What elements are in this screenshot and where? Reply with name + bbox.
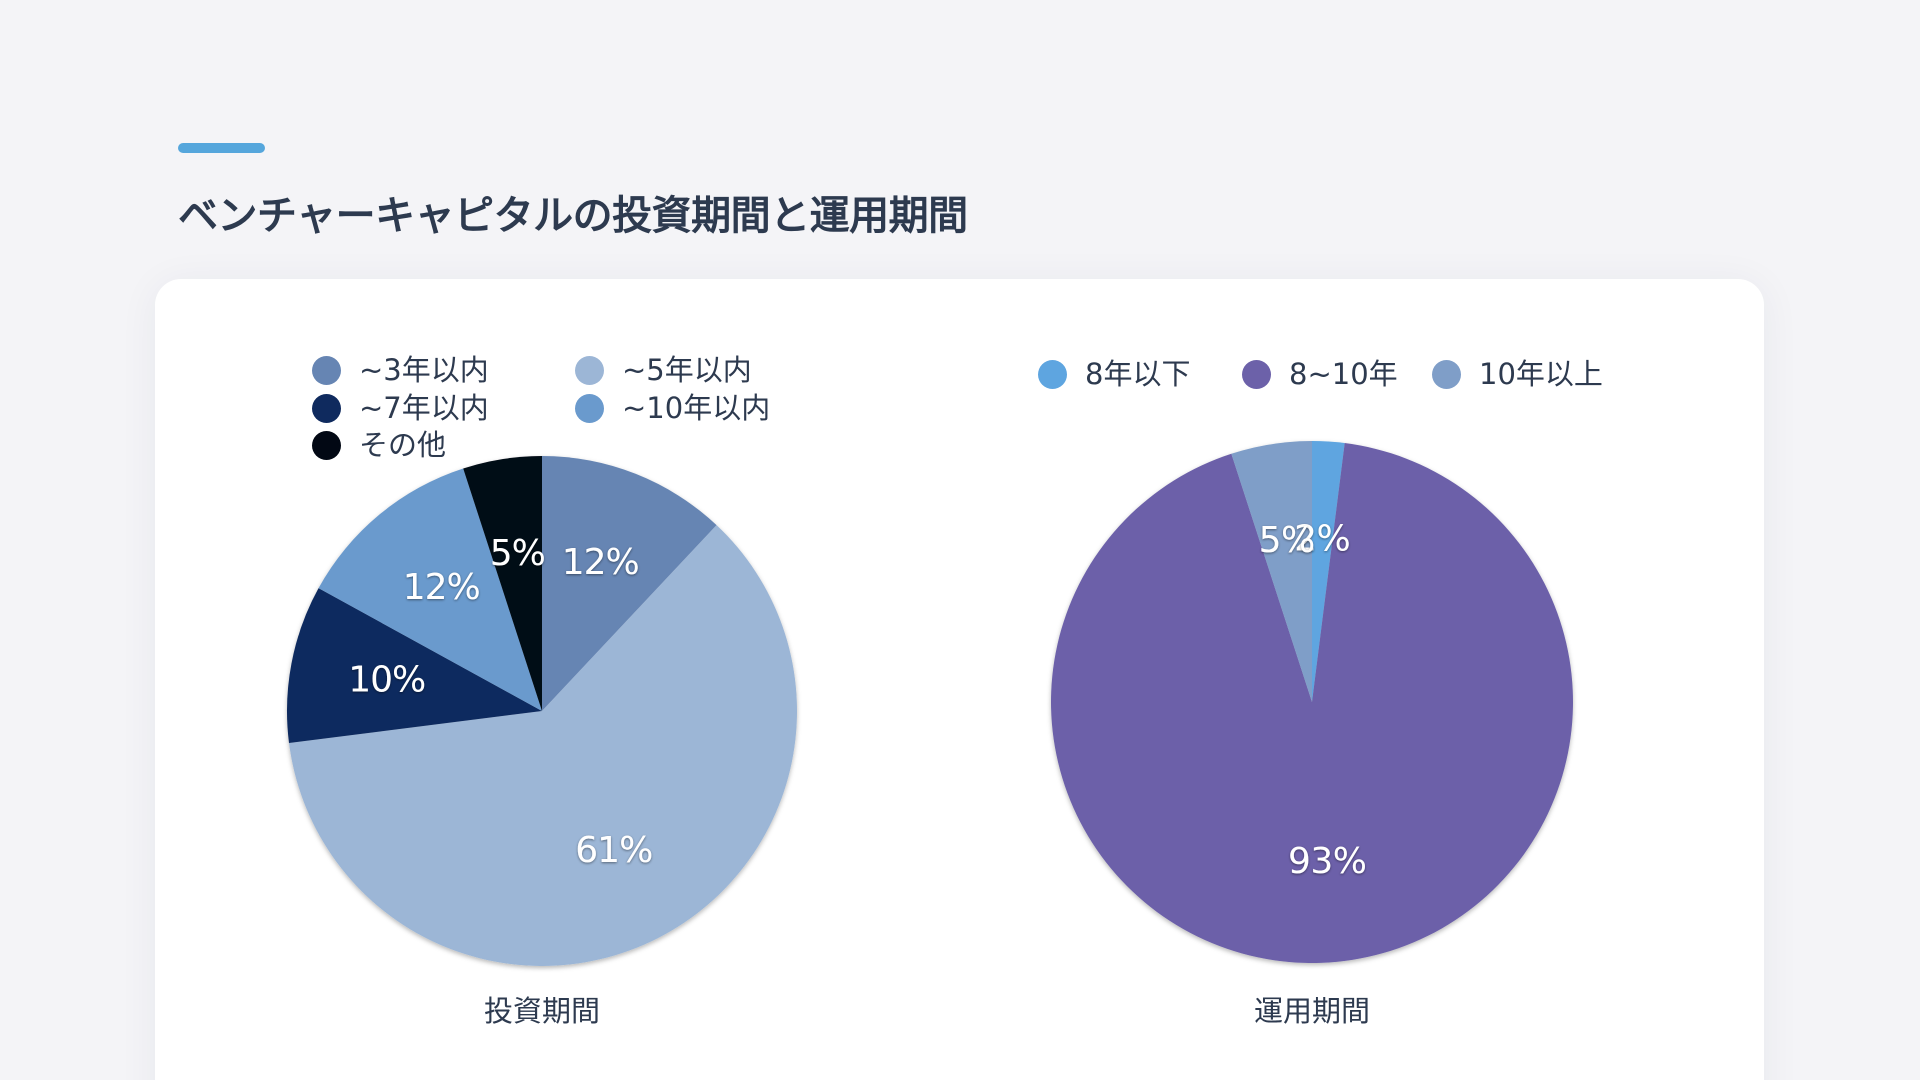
legend-item-5yr[interactable]: ~5年以内 bbox=[575, 352, 752, 389]
slice-value-label: 12% bbox=[562, 542, 639, 583]
page-title: ベンチャーキャピタルの投資期間と運用期間 bbox=[178, 193, 968, 239]
legend-label: ~7年以内 bbox=[359, 391, 489, 425]
legend-item-under-8yr[interactable]: 8年以下 bbox=[1038, 356, 1190, 393]
legend-label: ~5年以内 bbox=[622, 353, 752, 387]
slice-value-label: 5% bbox=[490, 533, 545, 574]
pie-slice[interactable] bbox=[318, 468, 542, 711]
slice-value-label: 93% bbox=[1288, 841, 1367, 882]
legend-label: その他 bbox=[359, 428, 447, 462]
investment-period-caption: 投資期間 bbox=[483, 994, 600, 1028]
pie-slice[interactable] bbox=[1312, 441, 1345, 702]
pie-slice[interactable] bbox=[1051, 443, 1573, 963]
legend-item-other[interactable]: その他 bbox=[312, 427, 446, 464]
legend-label: 8~10年 bbox=[1289, 357, 1398, 391]
legend-dot-icon bbox=[1038, 360, 1067, 389]
investment-period-pie: 12%61%10%12%5% bbox=[287, 456, 797, 966]
operation-period-pie: 2% 93% 5% bbox=[1051, 441, 1573, 963]
pie-slice[interactable] bbox=[463, 456, 542, 711]
slice-value-label: 2% bbox=[1294, 518, 1350, 559]
operation-period-chart: 8年以下 8~10年 10年以上 2% 93% 5% 運用期間 bbox=[955, 279, 1755, 1080]
legend-dot-icon bbox=[1432, 360, 1461, 389]
legend-dot-icon bbox=[1242, 360, 1271, 389]
legend-label: ~10年以内 bbox=[622, 391, 771, 425]
pie-slice[interactable] bbox=[287, 588, 542, 743]
legend-item-3yr[interactable]: ~3年以内 bbox=[312, 352, 489, 389]
pie-slice[interactable] bbox=[542, 456, 717, 711]
legend-label: 8年以下 bbox=[1085, 357, 1191, 391]
pie-slice[interactable] bbox=[289, 525, 797, 966]
slice-value-label: 10% bbox=[348, 659, 425, 700]
legend-label: 10年以上 bbox=[1479, 357, 1603, 391]
legend-dot-icon bbox=[575, 394, 604, 423]
legend-dot-icon bbox=[312, 356, 341, 385]
investment-period-chart: ~3年以内 ~5年以内 ~7年以内 ~10年以内 その他 bbox=[155, 279, 955, 1080]
legend-item-7yr[interactable]: ~7年以内 bbox=[312, 390, 489, 427]
slice-value-label: 12% bbox=[403, 567, 480, 608]
legend-label: ~3年以内 bbox=[359, 353, 489, 387]
slice-value-label: 5% bbox=[1259, 520, 1315, 561]
operation-period-caption: 運用期間 bbox=[1253, 994, 1370, 1028]
legend-item-over-10yr[interactable]: 10年以上 bbox=[1432, 356, 1603, 393]
legend-item-8-10yr[interactable]: 8~10年 bbox=[1242, 356, 1398, 393]
charts-card: ~3年以内 ~5年以内 ~7年以内 ~10年以内 その他 bbox=[155, 279, 1764, 1080]
pie-slice[interactable] bbox=[1231, 441, 1312, 702]
legend-dot-icon bbox=[575, 356, 604, 385]
legend-dot-icon bbox=[312, 431, 341, 460]
legend-dot-icon bbox=[312, 394, 341, 423]
title-accent-bar bbox=[178, 143, 265, 153]
slice-value-label: 61% bbox=[575, 830, 652, 871]
legend-item-10yr[interactable]: ~10年以内 bbox=[575, 390, 770, 427]
